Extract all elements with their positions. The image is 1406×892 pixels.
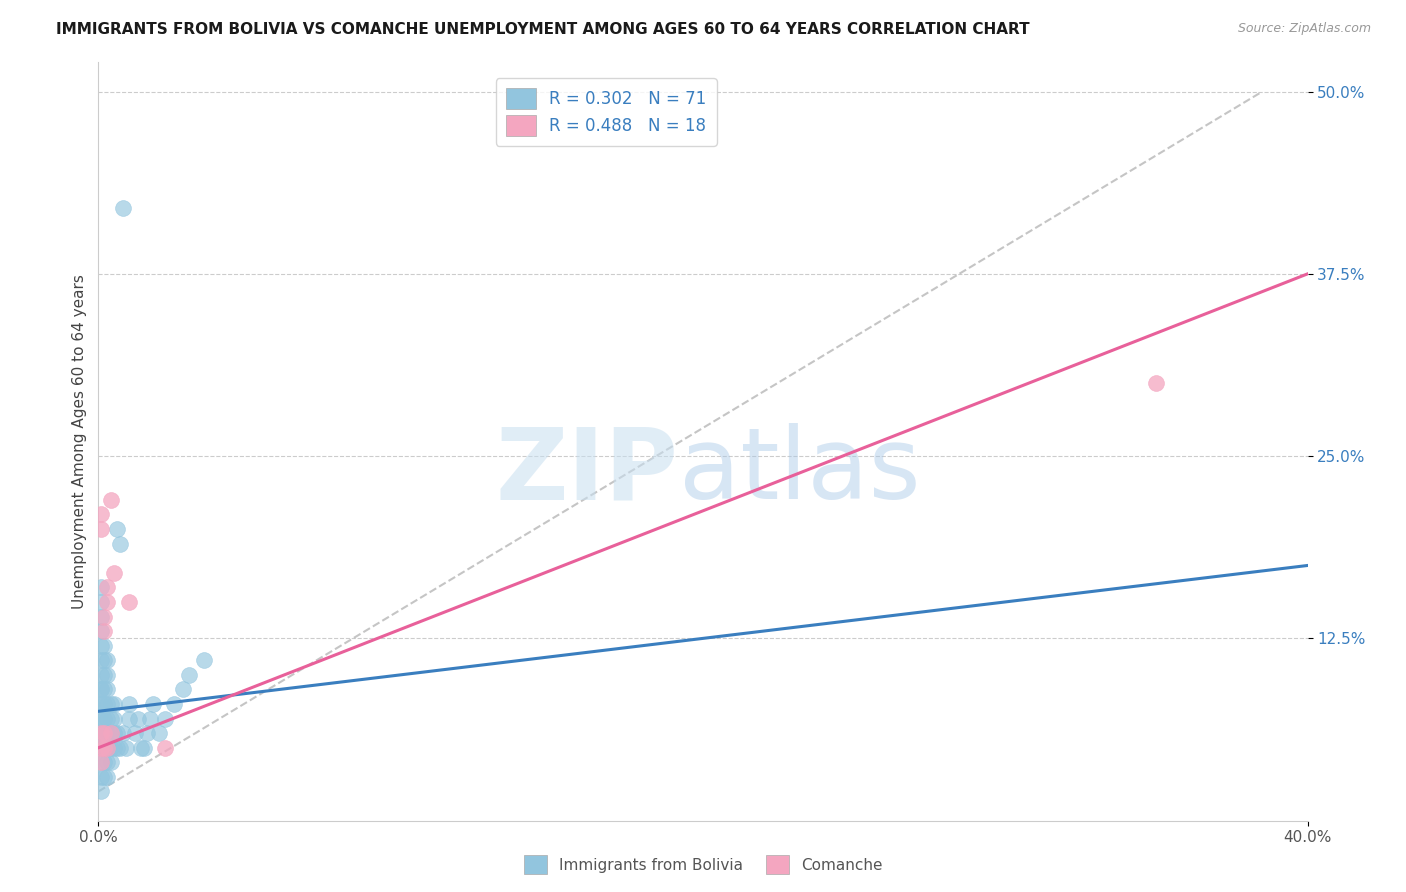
- Point: [105, 522, 128, 536]
- Point: [93, 639, 115, 653]
- Point: [100, 756, 122, 770]
- Point: [127, 712, 149, 726]
- Point: [118, 712, 141, 726]
- Point: [90, 726, 112, 740]
- Point: [90, 756, 112, 770]
- Point: [90, 639, 112, 653]
- Point: [90, 712, 112, 726]
- Point: [90, 682, 112, 697]
- Point: [93, 740, 115, 755]
- Point: [129, 740, 152, 755]
- Point: [100, 740, 122, 755]
- Point: [90, 682, 112, 697]
- Point: [103, 566, 125, 580]
- Point: [135, 726, 157, 740]
- Point: [96, 756, 118, 770]
- Point: [96, 770, 118, 784]
- Point: [96, 726, 118, 740]
- Point: [96, 653, 118, 667]
- Point: [90, 595, 112, 609]
- Point: [90, 697, 112, 711]
- Point: [96, 668, 118, 682]
- Point: [93, 624, 115, 639]
- Text: IMMIGRANTS FROM BOLIVIA VS COMANCHE UNEMPLOYMENT AMONG AGES 60 TO 64 YEARS CORRE: IMMIGRANTS FROM BOLIVIA VS COMANCHE UNEM…: [56, 22, 1029, 37]
- Point: [124, 726, 146, 740]
- Point: [90, 609, 112, 624]
- Point: [103, 697, 125, 711]
- Point: [108, 536, 131, 550]
- Point: [96, 595, 118, 609]
- Point: [132, 740, 155, 755]
- Point: [93, 770, 115, 784]
- Point: [90, 697, 112, 711]
- Point: [93, 740, 115, 755]
- Point: [142, 697, 165, 711]
- Point: [100, 697, 122, 711]
- Point: [118, 595, 141, 609]
- Point: [96, 712, 118, 726]
- Point: [93, 697, 115, 711]
- Text: atlas: atlas: [679, 424, 921, 520]
- Point: [93, 756, 115, 770]
- Point: [90, 653, 112, 667]
- Point: [93, 726, 115, 740]
- Point: [108, 740, 131, 755]
- Point: [103, 712, 125, 726]
- Y-axis label: Unemployment Among Ages 60 to 64 years: Unemployment Among Ages 60 to 64 years: [72, 274, 87, 609]
- Point: [193, 653, 215, 667]
- Point: [100, 712, 122, 726]
- Point: [96, 740, 118, 755]
- Point: [1144, 376, 1167, 391]
- Point: [90, 756, 112, 770]
- Point: [105, 740, 128, 755]
- Point: [153, 712, 176, 726]
- Point: [148, 726, 170, 740]
- Text: ZIP: ZIP: [496, 424, 679, 520]
- Text: Source: ZipAtlas.com: Source: ZipAtlas.com: [1237, 22, 1371, 36]
- Legend: Immigrants from Bolivia, Comanche: Immigrants from Bolivia, Comanche: [517, 849, 889, 880]
- Point: [93, 668, 115, 682]
- Point: [93, 712, 115, 726]
- Point: [100, 492, 122, 507]
- Point: [90, 624, 112, 639]
- Legend: R = 0.302   N = 71, R = 0.488   N = 18: R = 0.302 N = 71, R = 0.488 N = 18: [496, 78, 717, 145]
- Point: [100, 726, 122, 740]
- Point: [114, 740, 136, 755]
- Point: [90, 668, 112, 682]
- Point: [90, 712, 112, 726]
- Point: [93, 682, 115, 697]
- Point: [96, 580, 118, 594]
- Point: [103, 726, 125, 740]
- Point: [93, 609, 115, 624]
- Point: [93, 726, 115, 740]
- Point: [100, 726, 122, 740]
- Point: [105, 726, 128, 740]
- Point: [90, 740, 112, 755]
- Point: [90, 580, 112, 594]
- Point: [90, 740, 112, 755]
- Point: [111, 201, 134, 215]
- Point: [103, 740, 125, 755]
- Point: [139, 712, 162, 726]
- Point: [179, 668, 201, 682]
- Point: [163, 697, 186, 711]
- Point: [90, 508, 112, 522]
- Point: [90, 740, 112, 755]
- Point: [90, 784, 112, 798]
- Point: [111, 726, 134, 740]
- Point: [90, 726, 112, 740]
- Point: [93, 653, 115, 667]
- Point: [153, 740, 176, 755]
- Point: [96, 740, 118, 755]
- Point: [90, 770, 112, 784]
- Point: [172, 682, 194, 697]
- Point: [96, 697, 118, 711]
- Point: [96, 682, 118, 697]
- Point: [90, 726, 112, 740]
- Point: [118, 697, 141, 711]
- Point: [90, 522, 112, 536]
